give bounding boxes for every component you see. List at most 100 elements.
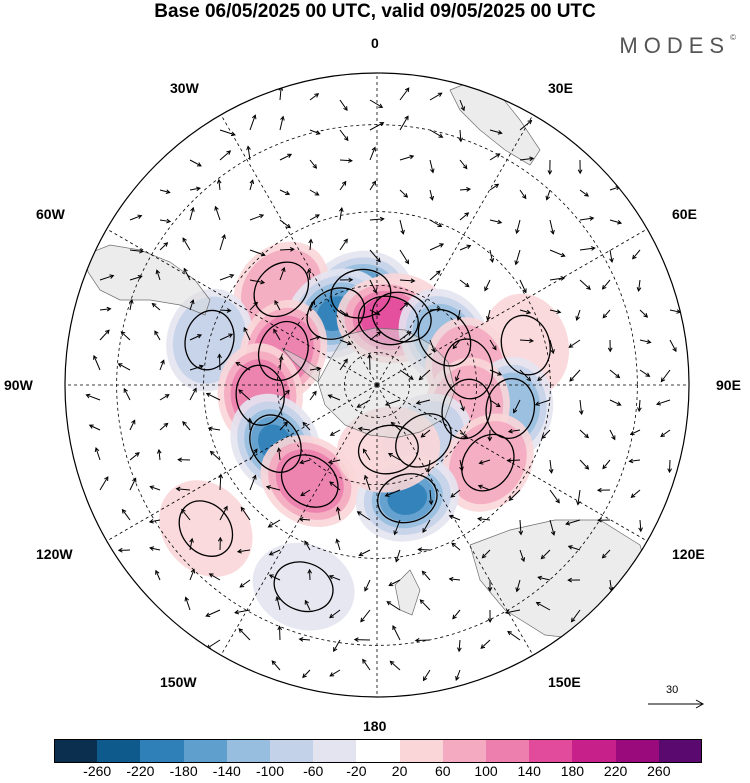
wind-arrow-icon [549, 219, 555, 235]
wind-arrow-icon [357, 426, 371, 432]
wind-arrow-icon [429, 159, 435, 174]
wind-arrow-icon [243, 326, 251, 341]
colorbar-swatch [486, 739, 530, 762]
wind-arrow-icon [117, 547, 131, 553]
wind-arrow-icon [596, 487, 611, 493]
latitude-circle [276, 284, 478, 486]
wind-arrow-icon [298, 517, 311, 522]
wind-arrow-icon [189, 364, 204, 371]
wind-arrow-icon [236, 548, 251, 554]
wind-arrow-icon [489, 399, 501, 408]
wind-arrow-icon [448, 576, 461, 582]
wind-arrow-icon [85, 393, 101, 401]
wind-arrow-icon [219, 233, 226, 251]
wind-arrow-icon [669, 339, 677, 353]
wind-arrow-icon [489, 153, 501, 161]
wind-arrow-icon [638, 519, 643, 533]
colorbar-tick-label: -100 [255, 763, 285, 779]
wind-arrow-icon [369, 249, 381, 263]
wind-arrow-icon [309, 214, 320, 221]
modes-brand-logo: MODES© [619, 33, 736, 59]
wind-arrow-icon [549, 309, 562, 314]
wind-arrow-icon [549, 276, 566, 281]
lon-label-150e: 150E [548, 674, 581, 690]
meridian-line [190, 73, 378, 386]
wind-arrow-icon [636, 279, 642, 292]
wind-arrow-icon [271, 660, 281, 671]
colorbar-swatch [442, 739, 487, 762]
wind-arrow-icon [540, 549, 551, 560]
wind-arrow-icon [545, 189, 551, 201]
colorbar [54, 739, 703, 762]
wind-arrow-icon [217, 536, 223, 551]
wind-arrow-icon [369, 279, 377, 294]
latitude-circle [203, 211, 551, 559]
contour-ring [257, 320, 309, 381]
wind-vector-field [85, 85, 682, 682]
wind-arrow-icon [519, 156, 535, 162]
wind-arrow-icon [328, 574, 341, 581]
wind-arrow-icon [541, 429, 551, 440]
wind-arrow-icon [455, 369, 461, 382]
wind-arrow-icon [273, 328, 281, 341]
wind-arrow-icon [240, 506, 251, 521]
wind-arrow-icon [429, 92, 443, 101]
wind-arrow-icon [276, 447, 282, 461]
wind-arrow-icon [99, 476, 109, 491]
wind-arrow-icon [309, 93, 320, 101]
wind-arrow-icon [309, 159, 318, 169]
wind-arrow-icon [448, 514, 461, 521]
wind-arrow-icon [450, 489, 461, 498]
colorbar-tick-label: 140 [517, 763, 541, 779]
wind-arrow-icon [569, 369, 581, 382]
wind-arrow-icon [602, 459, 611, 470]
wind-arrow-icon [149, 546, 161, 551]
wind-arrow-icon [489, 129, 503, 135]
wind-arrow-icon [218, 473, 224, 491]
wind-arrow-icon [249, 179, 255, 191]
wind-arrow-icon [537, 369, 551, 382]
wind-arrow-icon [515, 219, 521, 235]
anomaly-center [252, 542, 355, 631]
wind-arrow-icon [299, 459, 311, 465]
wind-arrow-icon [308, 238, 314, 251]
contour-ring [235, 364, 285, 426]
wind-arrow-icon [399, 87, 410, 101]
wind-arrow-icon [519, 549, 526, 563]
wind-arrow-icon [547, 159, 553, 175]
wind-arrow-icon [602, 309, 611, 319]
wind-arrow-icon [246, 145, 251, 161]
wind-arrow-icon [429, 129, 444, 138]
reference-arrow-icon [648, 699, 705, 709]
wind-arrow-icon [629, 429, 641, 436]
wind-arrow-icon [339, 339, 352, 346]
wind-arrow-icon [277, 625, 282, 641]
wind-arrow-icon [414, 638, 431, 643]
wind-arrow-icon [369, 122, 385, 131]
wind-arrow-icon [477, 484, 491, 491]
wind-arrow-icon [519, 119, 533, 131]
wind-arrow-icon [339, 129, 349, 142]
wind-arrow-icon [549, 249, 566, 258]
wind-arrow-icon [120, 331, 131, 341]
contour-ring [253, 261, 310, 318]
wind-arrow-icon [189, 186, 201, 192]
wind-arrow-icon [399, 369, 414, 380]
wind-arrow-icon [358, 549, 371, 557]
wind-arrow-icon [422, 669, 431, 682]
meridian-line [376, 384, 689, 572]
wind-arrow-icon [156, 448, 162, 461]
wind-arrow-icon [426, 459, 432, 474]
wind-arrow-icon [183, 267, 191, 281]
wind-arrow-icon [298, 637, 311, 642]
wind-arrow-icon [399, 189, 409, 198]
wind-arrow-icon [609, 369, 621, 379]
wind-arrow-icon [309, 129, 321, 135]
wind-arrow-icon [339, 180, 347, 191]
wind-arrow-icon [329, 429, 341, 436]
wind-arrow-icon [238, 628, 251, 641]
wind-arrow-icon [274, 299, 281, 311]
wind-arrow-icon [578, 399, 584, 416]
wind-arrow-icon [459, 399, 465, 412]
wind-arrow-icon [579, 279, 591, 290]
